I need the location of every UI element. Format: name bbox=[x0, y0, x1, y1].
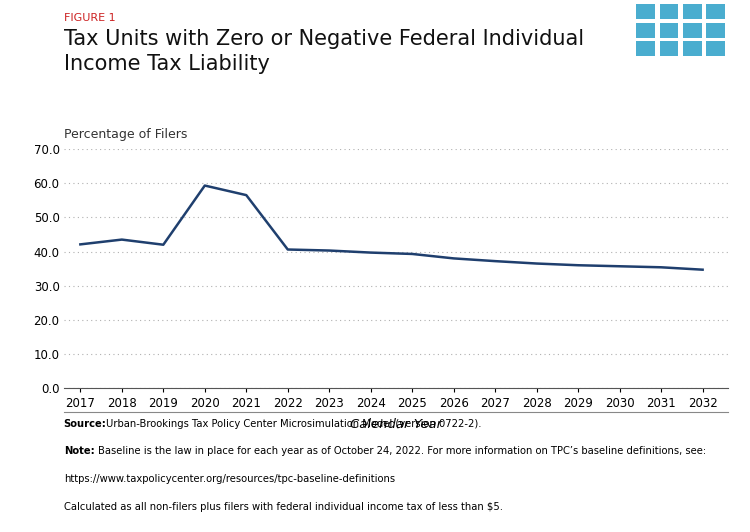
Text: Note:: Note: bbox=[64, 446, 94, 456]
Bar bbox=[660, 23, 678, 38]
Bar bbox=[683, 4, 701, 19]
Bar bbox=[706, 41, 725, 56]
X-axis label: Calendar Year: Calendar Year bbox=[350, 418, 442, 431]
Bar bbox=[706, 23, 725, 38]
Text: Baseline is the law in place for each year as of October 24, 2022. For more info: Baseline is the law in place for each ye… bbox=[98, 446, 706, 456]
Bar bbox=[660, 4, 678, 19]
Text: Percentage of Filers: Percentage of Filers bbox=[64, 128, 188, 141]
Text: TPC: TPC bbox=[656, 65, 706, 89]
Bar bbox=[636, 23, 655, 38]
Text: Tax Units with Zero or Negative Federal Individual
Income Tax Liability: Tax Units with Zero or Negative Federal … bbox=[64, 29, 584, 74]
Bar bbox=[683, 23, 701, 38]
Text: Source:: Source: bbox=[64, 419, 106, 429]
Bar bbox=[660, 41, 678, 56]
Bar bbox=[706, 4, 725, 19]
Text: FIGURE 1: FIGURE 1 bbox=[64, 13, 116, 23]
Bar bbox=[636, 4, 655, 19]
Text: Urban-Brookings Tax Policy Center Microsimulation Model (version 0722-2).: Urban-Brookings Tax Policy Center Micros… bbox=[106, 419, 482, 429]
Bar bbox=[636, 41, 655, 56]
Text: Calculated as all non-filers plus filers with federal individual income tax of l: Calculated as all non-filers plus filers… bbox=[64, 502, 503, 512]
Text: https://www.taxpolicycenter.org/resources/tpc-baseline-definitions: https://www.taxpolicycenter.org/resource… bbox=[64, 474, 394, 484]
Bar bbox=[683, 41, 701, 56]
